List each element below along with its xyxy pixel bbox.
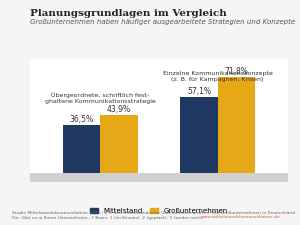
Text: Großunternehmen haben häufiger ausgearbeitete Strategien und Konzepte: Großunternehmen haben häufiger ausgearbe… [30,19,295,25]
Text: 36,5%: 36,5% [70,115,94,124]
Legend: Mittelstand, Großunternehmen: Mittelstand, Großunternehmen [87,205,231,216]
Text: Einzelne Kommunikationskonzepte
(z. B. für Kampagnen, Krisen): Einzelne Kommunikationskonzepte (z. B. f… [163,71,273,82]
Text: Planungsgrundlagen im Vergleich: Planungsgrundlagen im Vergleich [30,9,227,18]
Text: 43,9%: 43,9% [107,105,131,114]
Text: Übergeordnete, schriftlich fest-
ghaltene Kommunikationsstrategie: Übergeordnete, schriftlich fest- ghalten… [45,92,156,104]
Bar [218,77,255,176]
Text: 57,1%: 57,1% [187,87,211,96]
Text: Studie Mittelstandskommunikation 2015 / n = 310 mittelständische Unternehmen und: Studie Mittelstandskommunikation 2015 / … [12,212,295,220]
Bar [100,115,138,176]
Bar [180,97,218,176]
Text: www.mittelstandskommunikation.de: www.mittelstandskommunikation.de [201,215,280,219]
Text: 71,8%: 71,8% [224,67,248,76]
Bar [63,125,100,176]
